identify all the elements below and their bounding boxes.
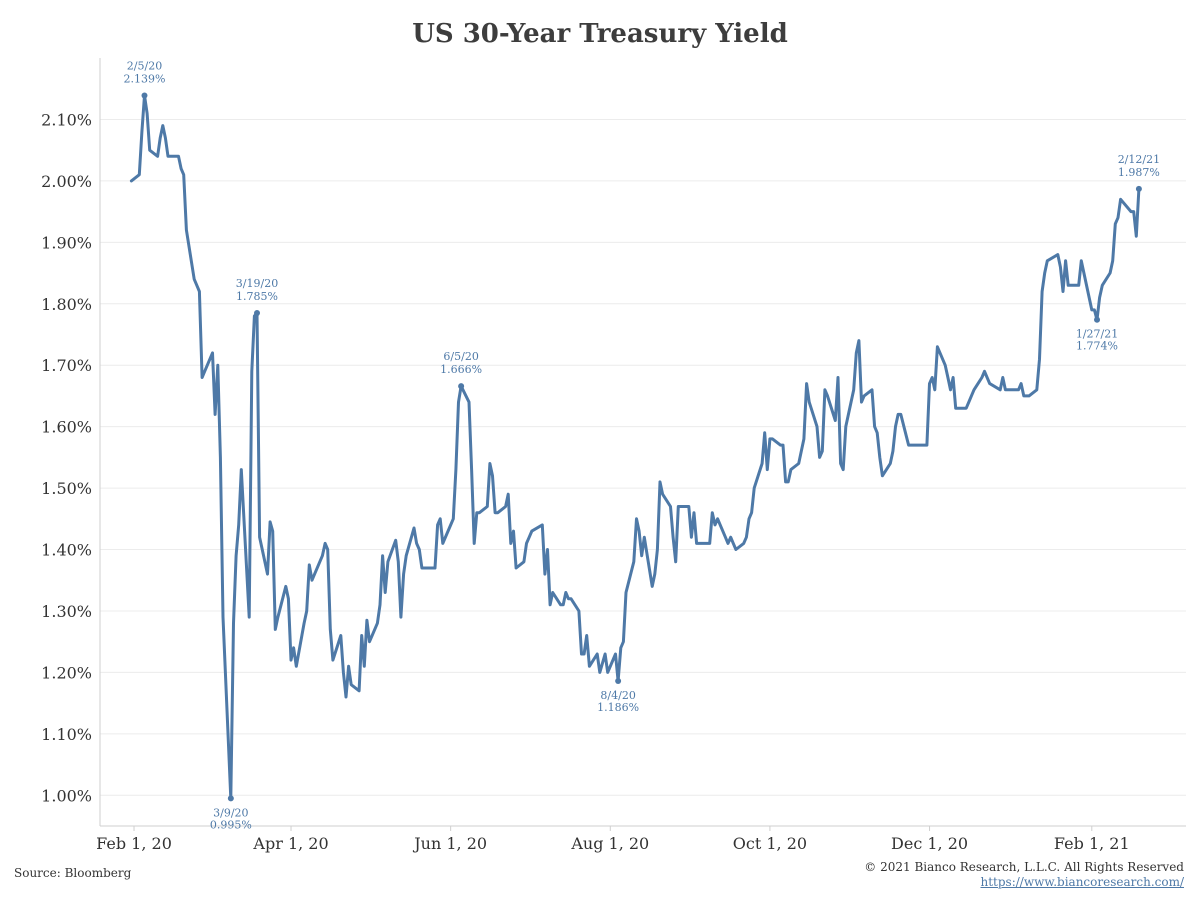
annotation-date: 8/4/20: [600, 689, 635, 702]
annotation-date: 6/5/20: [443, 350, 478, 363]
annotation-marker: [1135, 185, 1142, 192]
yield-series-line: [129, 94, 1141, 800]
annotation-marker: [1094, 316, 1101, 323]
website-link[interactable]: https://www.biancoresearch.com/: [980, 875, 1184, 889]
annotation-value: 1.987%: [1118, 166, 1160, 179]
annotation-date: 1/27/21: [1076, 328, 1118, 341]
y-axis: 1.00% 1.10% 1.20% 1.30% 1.40% 1.50% 1.60% 1.70%…: [41, 58, 101, 826]
x-tick-label: Feb 1, 20: [96, 834, 172, 853]
annotation-value: 1.186%: [597, 701, 639, 714]
annotations: 2/5/202.139% 3/9/200.995% 3/19/201.785% 6/5…: [124, 59, 1161, 831]
y-tick-label: 1.30%: [41, 602, 92, 621]
annotation-date: 2/5/20: [127, 59, 162, 72]
x-tick-label: Aug 1, 20: [570, 834, 649, 853]
annotation-marker: [458, 383, 465, 390]
x-tick-label: Apr 1, 20: [252, 834, 328, 853]
source-note: Source: Bloomberg: [14, 866, 132, 880]
y-tick-label: 1.70%: [41, 356, 92, 375]
x-tick-label: Feb 1, 21: [1054, 834, 1130, 853]
x-tick-label: Dec 1, 20: [891, 834, 968, 853]
gridlines: [100, 118, 1186, 796]
y-tick-label: 1.90%: [41, 233, 92, 252]
y-tick-label: 1.00%: [41, 786, 92, 805]
annotation-value: 1.785%: [236, 290, 278, 303]
annotation-value: 0.995%: [210, 818, 252, 831]
annotation-marker: [615, 678, 622, 685]
copyright-text: © 2021 Bianco Research, L.L.C. All Right…: [864, 860, 1184, 874]
copyright-block: © 2021 Bianco Research, L.L.C. All Right…: [864, 860, 1184, 890]
annotation-date: 2/12/21: [1118, 153, 1160, 166]
annotation-value: 1.666%: [440, 363, 482, 376]
annotation-date: 3/9/20: [213, 806, 248, 819]
annotation-marker: [227, 795, 234, 802]
chart-title: US 30-Year Treasury Yield: [412, 19, 788, 49]
x-tick-label: Jun 1, 20: [412, 834, 487, 853]
y-tick-label: 1.20%: [41, 663, 92, 682]
y-tick-label: 1.50%: [41, 479, 92, 498]
annotation-marker: [254, 309, 261, 316]
x-axis: Feb 1, 20 Apr 1, 20 Jun 1, 20 Aug 1, 20 Oct …: [96, 825, 1186, 853]
plot-area: [129, 94, 1141, 800]
x-tick-label: Oct 1, 20: [733, 834, 807, 853]
y-tick-label: 1.80%: [41, 295, 92, 314]
y-tick-label: 1.40%: [41, 541, 92, 560]
y-tick-label: 2.00%: [41, 172, 92, 191]
annotation-value: 2.139%: [124, 72, 166, 85]
y-tick-label: 1.10%: [41, 725, 92, 744]
annotation-marker: [141, 92, 148, 99]
y-tick-label: 2.10%: [41, 110, 92, 129]
annotation-date: 3/19/20: [236, 277, 278, 290]
y-tick-label: 1.60%: [41, 418, 92, 437]
annotation-value: 1.774%: [1076, 340, 1118, 353]
